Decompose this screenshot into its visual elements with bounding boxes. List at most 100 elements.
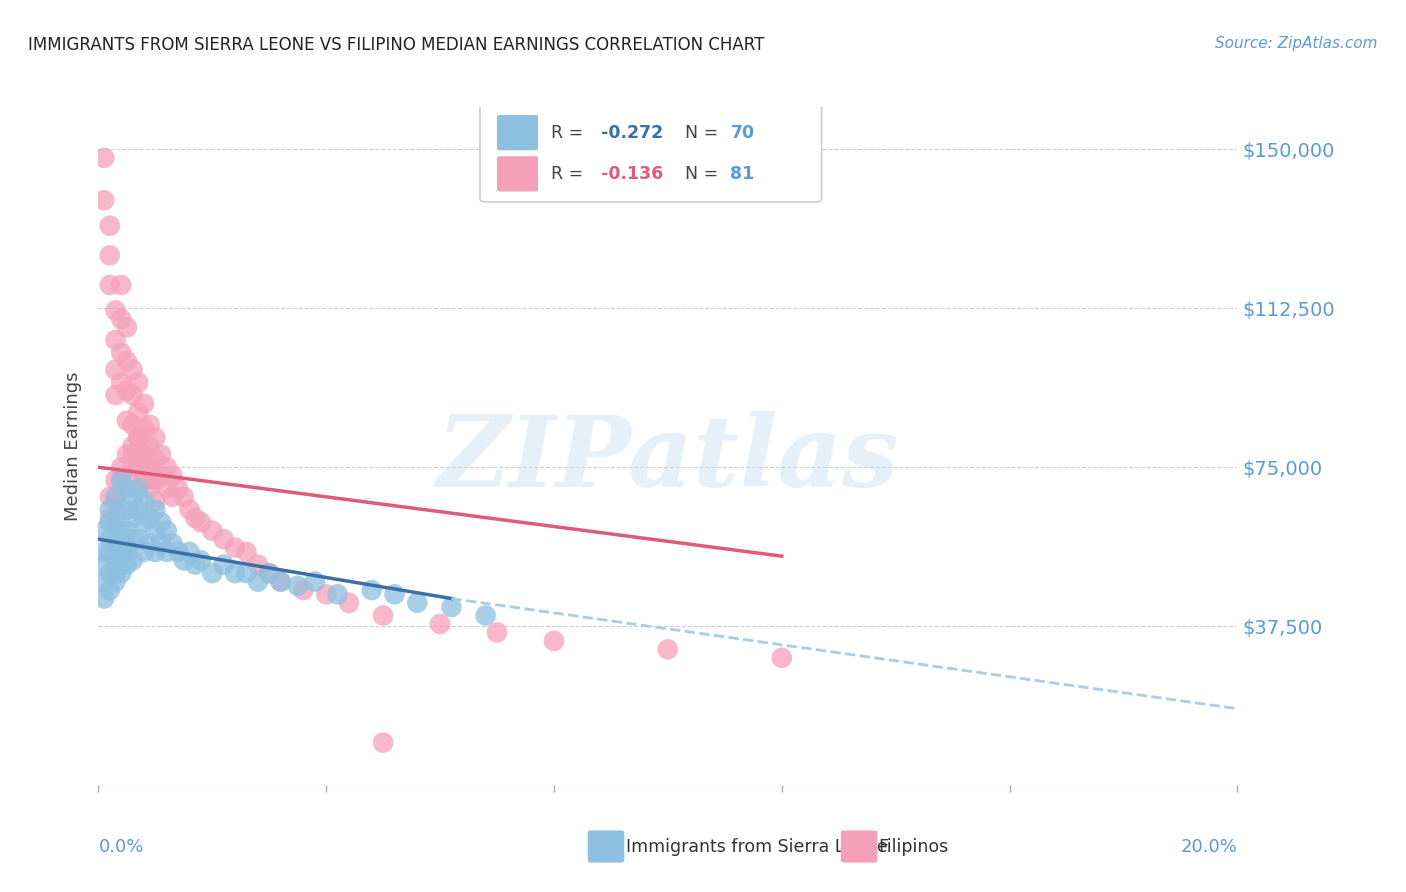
Point: [132, 447, 155, 462]
Point: [104, 524, 127, 538]
Point: [93, 558, 115, 572]
Point: [110, 482, 132, 496]
Point: [138, 482, 160, 496]
Point: [127, 451, 149, 466]
Point: [156, 524, 179, 538]
Point: [150, 515, 173, 529]
Point: [93, 574, 115, 589]
Point: [98, 532, 121, 546]
Point: [104, 574, 127, 589]
Point: [138, 511, 160, 525]
Point: [145, 473, 167, 487]
Text: 0.0%: 0.0%: [98, 838, 143, 856]
Point: [156, 482, 179, 496]
Point: [110, 376, 132, 390]
Point: [201, 566, 224, 581]
Point: [115, 558, 138, 572]
Point: [121, 460, 143, 475]
Point: [110, 473, 132, 487]
Point: [246, 574, 269, 589]
Point: [474, 608, 496, 623]
Point: [121, 417, 143, 432]
Point: [138, 536, 160, 550]
Point: [115, 447, 138, 462]
Point: [384, 587, 406, 601]
Point: [110, 502, 132, 516]
Point: [115, 524, 138, 538]
Point: [259, 566, 281, 581]
Point: [104, 473, 127, 487]
Point: [132, 473, 155, 487]
Point: [337, 596, 360, 610]
Point: [93, 545, 115, 559]
Point: [104, 511, 127, 525]
Text: Immigrants from Sierra Leone: Immigrants from Sierra Leone: [626, 838, 887, 856]
Point: [98, 219, 121, 233]
Point: [150, 447, 173, 462]
Point: [110, 549, 132, 564]
Point: [138, 439, 160, 453]
Point: [162, 468, 184, 483]
Y-axis label: Median Earnings: Median Earnings: [65, 371, 83, 521]
Point: [127, 430, 149, 444]
Point: [373, 735, 395, 749]
Point: [110, 524, 132, 538]
Point: [110, 460, 132, 475]
Text: R =: R =: [551, 165, 588, 183]
Point: [145, 494, 167, 508]
Point: [104, 388, 127, 402]
Point: [138, 460, 160, 475]
Point: [190, 515, 212, 529]
Point: [440, 599, 463, 614]
Point: [657, 642, 679, 657]
Point: [121, 553, 143, 567]
Point: [190, 553, 212, 567]
Point: [127, 376, 149, 390]
Point: [121, 362, 143, 376]
Point: [104, 558, 127, 572]
Point: [138, 417, 160, 432]
Point: [127, 456, 149, 470]
Point: [127, 405, 149, 419]
Point: [162, 536, 184, 550]
Point: [145, 524, 167, 538]
Point: [235, 545, 257, 559]
Point: [115, 384, 138, 398]
Point: [224, 541, 246, 555]
Point: [304, 574, 326, 589]
Point: [167, 482, 190, 496]
Point: [167, 545, 190, 559]
Point: [127, 430, 149, 444]
Text: R =: R =: [551, 124, 588, 142]
Point: [162, 490, 184, 504]
Text: Source: ZipAtlas.com: Source: ZipAtlas.com: [1215, 36, 1378, 51]
Point: [110, 566, 132, 581]
Point: [104, 494, 127, 508]
Point: [201, 524, 224, 538]
Point: [98, 545, 121, 559]
Point: [127, 502, 149, 516]
Point: [179, 502, 201, 516]
Text: Filipinos: Filipinos: [879, 838, 949, 856]
Point: [110, 545, 132, 559]
Point: [150, 468, 173, 483]
Point: [110, 277, 132, 292]
Point: [145, 451, 167, 466]
Point: [246, 558, 269, 572]
Point: [132, 515, 155, 529]
Point: [212, 558, 235, 572]
Point: [104, 303, 127, 318]
Point: [104, 566, 127, 581]
Point: [212, 532, 235, 546]
Point: [132, 468, 155, 483]
Text: -0.272: -0.272: [600, 124, 662, 142]
Point: [145, 473, 167, 487]
Point: [121, 532, 143, 546]
Point: [104, 545, 127, 559]
Point: [173, 490, 195, 504]
Point: [115, 354, 138, 368]
Point: [127, 482, 149, 496]
Point: [138, 460, 160, 475]
Point: [93, 194, 115, 208]
Point: [145, 430, 167, 444]
